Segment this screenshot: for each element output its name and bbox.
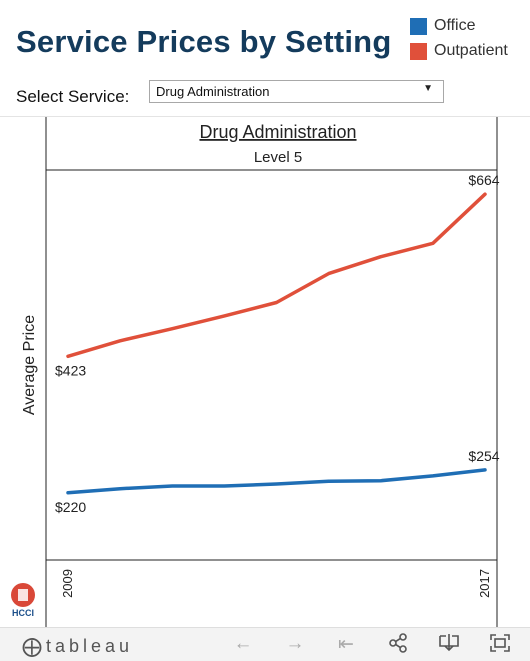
- undo-icon[interactable]: ←: [233, 633, 253, 654]
- x-tick-label-start: 2009: [60, 569, 75, 598]
- legend-swatch-outpatient: [410, 42, 427, 60]
- revert-icon[interactable]: ⇤: [338, 634, 354, 655]
- tableau-wordmark: tableau: [46, 636, 134, 656]
- service-select[interactable]: Drug Administration ▼: [149, 80, 444, 103]
- top-divider: [0, 116, 530, 117]
- line-chart: Drug Administration Level 5 Average Pric…: [21, 117, 500, 627]
- fullscreen-icon[interactable]: [488, 633, 512, 659]
- data-label-outpatient-start: $423: [55, 362, 86, 378]
- chart-area: Drug Administration Level 5 Average Pric…: [0, 117, 530, 627]
- chart-header-title: Drug Administration: [199, 122, 356, 142]
- legend: Office Outpatient: [410, 14, 508, 64]
- data-label-office-start: $220: [55, 499, 86, 515]
- download-icon[interactable]: [437, 633, 461, 659]
- legend-label-outpatient: Outpatient: [434, 42, 508, 59]
- data-label-outpatient-end: $664: [468, 172, 499, 188]
- hcci-logo-text: HCCI: [12, 608, 34, 618]
- legend-item-office[interactable]: Office: [410, 14, 508, 38]
- legend-swatch-office: [410, 17, 427, 35]
- legend-item-outpatient[interactable]: Outpatient: [410, 39, 508, 63]
- chart-header-subtitle: Level 5: [254, 149, 302, 166]
- data-label-office-end: $254: [468, 448, 499, 464]
- dropdown-arrow-icon[interactable]: ▼: [423, 83, 433, 94]
- x-tick-label-end: 2017: [477, 569, 492, 598]
- tableau-plus-icon: ⨁: [22, 636, 42, 658]
- redo-icon[interactable]: →: [285, 633, 305, 654]
- tableau-toolbar: ⨁ tableau ← → ⇤: [0, 627, 530, 661]
- series-line-outpatient[interactable]: [66, 192, 487, 359]
- series-line-office[interactable]: [66, 468, 487, 495]
- page-title: Service Prices by Setting: [16, 24, 392, 59]
- share-icon[interactable]: [386, 633, 410, 659]
- select-service-label: Select Service:: [16, 87, 130, 106]
- legend-label-office: Office: [434, 17, 476, 34]
- service-select-value: Drug Administration: [156, 84, 270, 99]
- y-axis-label: Average Price: [21, 315, 38, 415]
- hcci-logo-mark: [11, 583, 35, 607]
- hcci-logo[interactable]: HCCI: [8, 583, 38, 618]
- tableau-logo[interactable]: ⨁ tableau: [22, 634, 133, 659]
